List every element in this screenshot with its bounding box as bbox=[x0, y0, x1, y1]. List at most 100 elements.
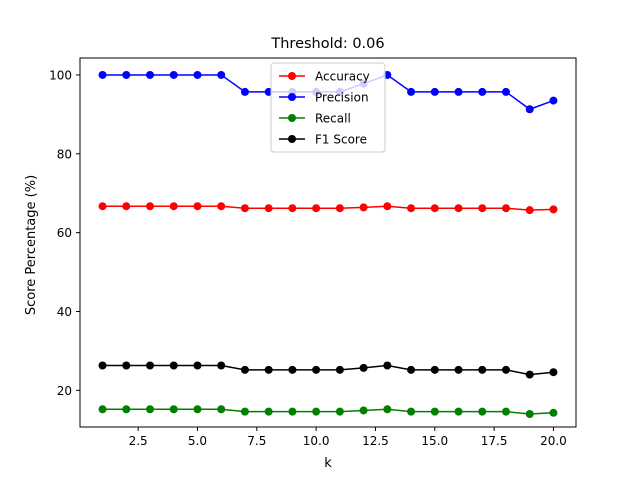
f1-score-point bbox=[217, 361, 226, 370]
legend-label: F1 Score bbox=[315, 133, 367, 147]
accuracy-point bbox=[454, 204, 463, 213]
f1-score-point bbox=[525, 370, 534, 379]
y-axis-label: Score Percentage (%) bbox=[24, 175, 39, 315]
y-axis-ticks: 20 40 60 80 100 bbox=[49, 68, 80, 398]
x-tick-label: 5.0 bbox=[188, 434, 207, 448]
accuracy-point bbox=[193, 202, 202, 211]
precision-point bbox=[217, 70, 226, 79]
legend-swatch-marker bbox=[288, 135, 296, 143]
accuracy-point bbox=[312, 204, 321, 213]
legend-box bbox=[270, 62, 386, 153]
y-tick-label: 20 bbox=[57, 384, 72, 398]
f1-score-point bbox=[288, 365, 297, 374]
f1-score-point bbox=[430, 365, 439, 374]
f1-score-point bbox=[122, 361, 131, 370]
precision-point bbox=[454, 87, 463, 96]
y-tick-label: 40 bbox=[57, 305, 72, 319]
legend: Accuracy Precision Recall F1 Score bbox=[270, 62, 386, 153]
x-tick-label: 15.0 bbox=[421, 434, 448, 448]
accuracy-point bbox=[549, 205, 558, 214]
f1-score-point bbox=[193, 361, 202, 370]
recall-point bbox=[193, 405, 202, 414]
f1-score-point bbox=[169, 361, 178, 370]
f1-score-point bbox=[359, 363, 368, 372]
accuracy-point bbox=[146, 202, 155, 211]
recall-point bbox=[146, 405, 155, 414]
accuracy-point bbox=[288, 204, 297, 213]
precision-point bbox=[549, 96, 558, 105]
legend-label: Precision bbox=[315, 91, 369, 105]
precision-point bbox=[407, 87, 416, 96]
precision-point bbox=[146, 70, 155, 79]
f1-score-point bbox=[501, 365, 510, 374]
precision-point bbox=[430, 87, 439, 96]
recall-point bbox=[335, 407, 344, 416]
f1-score-point bbox=[549, 368, 558, 377]
x-tick-label: 12.5 bbox=[362, 434, 389, 448]
precision-point bbox=[501, 87, 510, 96]
legend-item-accuracy: Accuracy bbox=[279, 70, 370, 84]
recall-point bbox=[501, 407, 510, 416]
accuracy-point bbox=[98, 202, 107, 211]
f1-score-point bbox=[98, 361, 107, 370]
recall-point bbox=[430, 407, 439, 416]
f1-score-point bbox=[312, 365, 321, 374]
accuracy-point bbox=[217, 202, 226, 211]
f1-score-point bbox=[240, 365, 249, 374]
legend-label: Accuracy bbox=[315, 70, 370, 84]
recall-point bbox=[217, 405, 226, 414]
precision-point bbox=[169, 70, 178, 79]
precision-point bbox=[98, 70, 107, 79]
series-recall bbox=[98, 405, 558, 418]
recall-point bbox=[359, 406, 368, 415]
f1-score-point bbox=[407, 365, 416, 374]
accuracy-point bbox=[359, 203, 368, 212]
accuracy-point bbox=[407, 204, 416, 213]
recall-point bbox=[240, 407, 249, 416]
recall-point bbox=[264, 407, 273, 416]
recall-point bbox=[122, 405, 131, 414]
accuracy-point bbox=[525, 206, 534, 215]
x-tick-label: 2.5 bbox=[129, 434, 148, 448]
chart-title: Threshold: 0.06 bbox=[270, 36, 384, 52]
precision-point bbox=[193, 70, 202, 79]
recall-point bbox=[312, 407, 321, 416]
recall-point bbox=[169, 405, 178, 414]
precision-point bbox=[478, 87, 487, 96]
precision-point bbox=[240, 87, 249, 96]
legend-swatch-marker bbox=[288, 72, 296, 80]
f1-score-point bbox=[264, 365, 273, 374]
accuracy-point bbox=[264, 204, 273, 213]
accuracy-point bbox=[383, 202, 392, 211]
accuracy-point bbox=[478, 204, 487, 213]
legend-item-recall: Recall bbox=[279, 112, 351, 126]
recall-point bbox=[407, 407, 416, 416]
x-tick-label: 17.5 bbox=[481, 434, 508, 448]
precision-point bbox=[122, 70, 131, 79]
recall-point bbox=[383, 405, 392, 414]
series-accuracy bbox=[98, 202, 558, 215]
recall-point bbox=[454, 407, 463, 416]
f1-score-point bbox=[478, 365, 487, 374]
plot-area-frame bbox=[79, 57, 577, 428]
accuracy-point bbox=[122, 202, 131, 211]
accuracy-point bbox=[501, 204, 510, 213]
x-axis-label: k bbox=[324, 456, 332, 471]
legend-swatch-marker bbox=[288, 114, 296, 122]
recall-point bbox=[549, 408, 558, 417]
legend-item-precision: Precision bbox=[279, 91, 369, 105]
x-tick-label: 20.0 bbox=[540, 434, 567, 448]
legend-label: Recall bbox=[315, 112, 351, 126]
series-f1-score bbox=[98, 361, 558, 379]
accuracy-point bbox=[240, 204, 249, 213]
f1-score-point bbox=[335, 365, 344, 374]
recall-point bbox=[98, 405, 107, 414]
accuracy-point bbox=[430, 204, 439, 213]
y-tick-label: 80 bbox=[57, 147, 72, 161]
accuracy-point bbox=[335, 204, 344, 213]
legend-item-f1-score: F1 Score bbox=[279, 133, 367, 147]
recall-point bbox=[478, 407, 487, 416]
x-axis-ticks: 2.5 5.0 7.5 10.0 12.5 15.0 17.5 20.0 bbox=[129, 427, 567, 448]
